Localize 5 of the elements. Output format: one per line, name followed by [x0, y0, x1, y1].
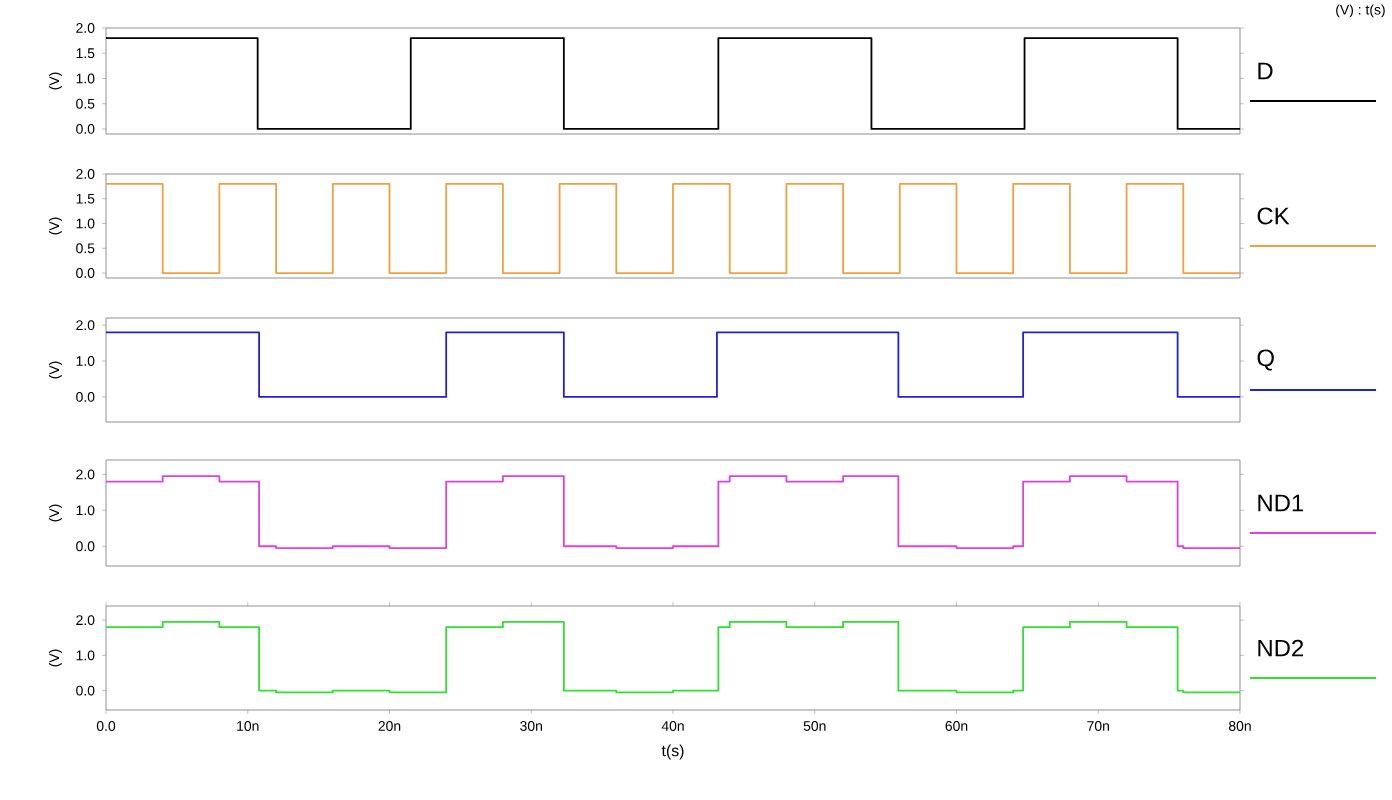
series-label: ND2 — [1258, 639, 1304, 657]
series-label: Q — [1257, 349, 1274, 371]
text: D — [1258, 62, 1273, 80]
text: CK — [1257, 207, 1290, 225]
series-label: ND1 — [1258, 494, 1304, 512]
